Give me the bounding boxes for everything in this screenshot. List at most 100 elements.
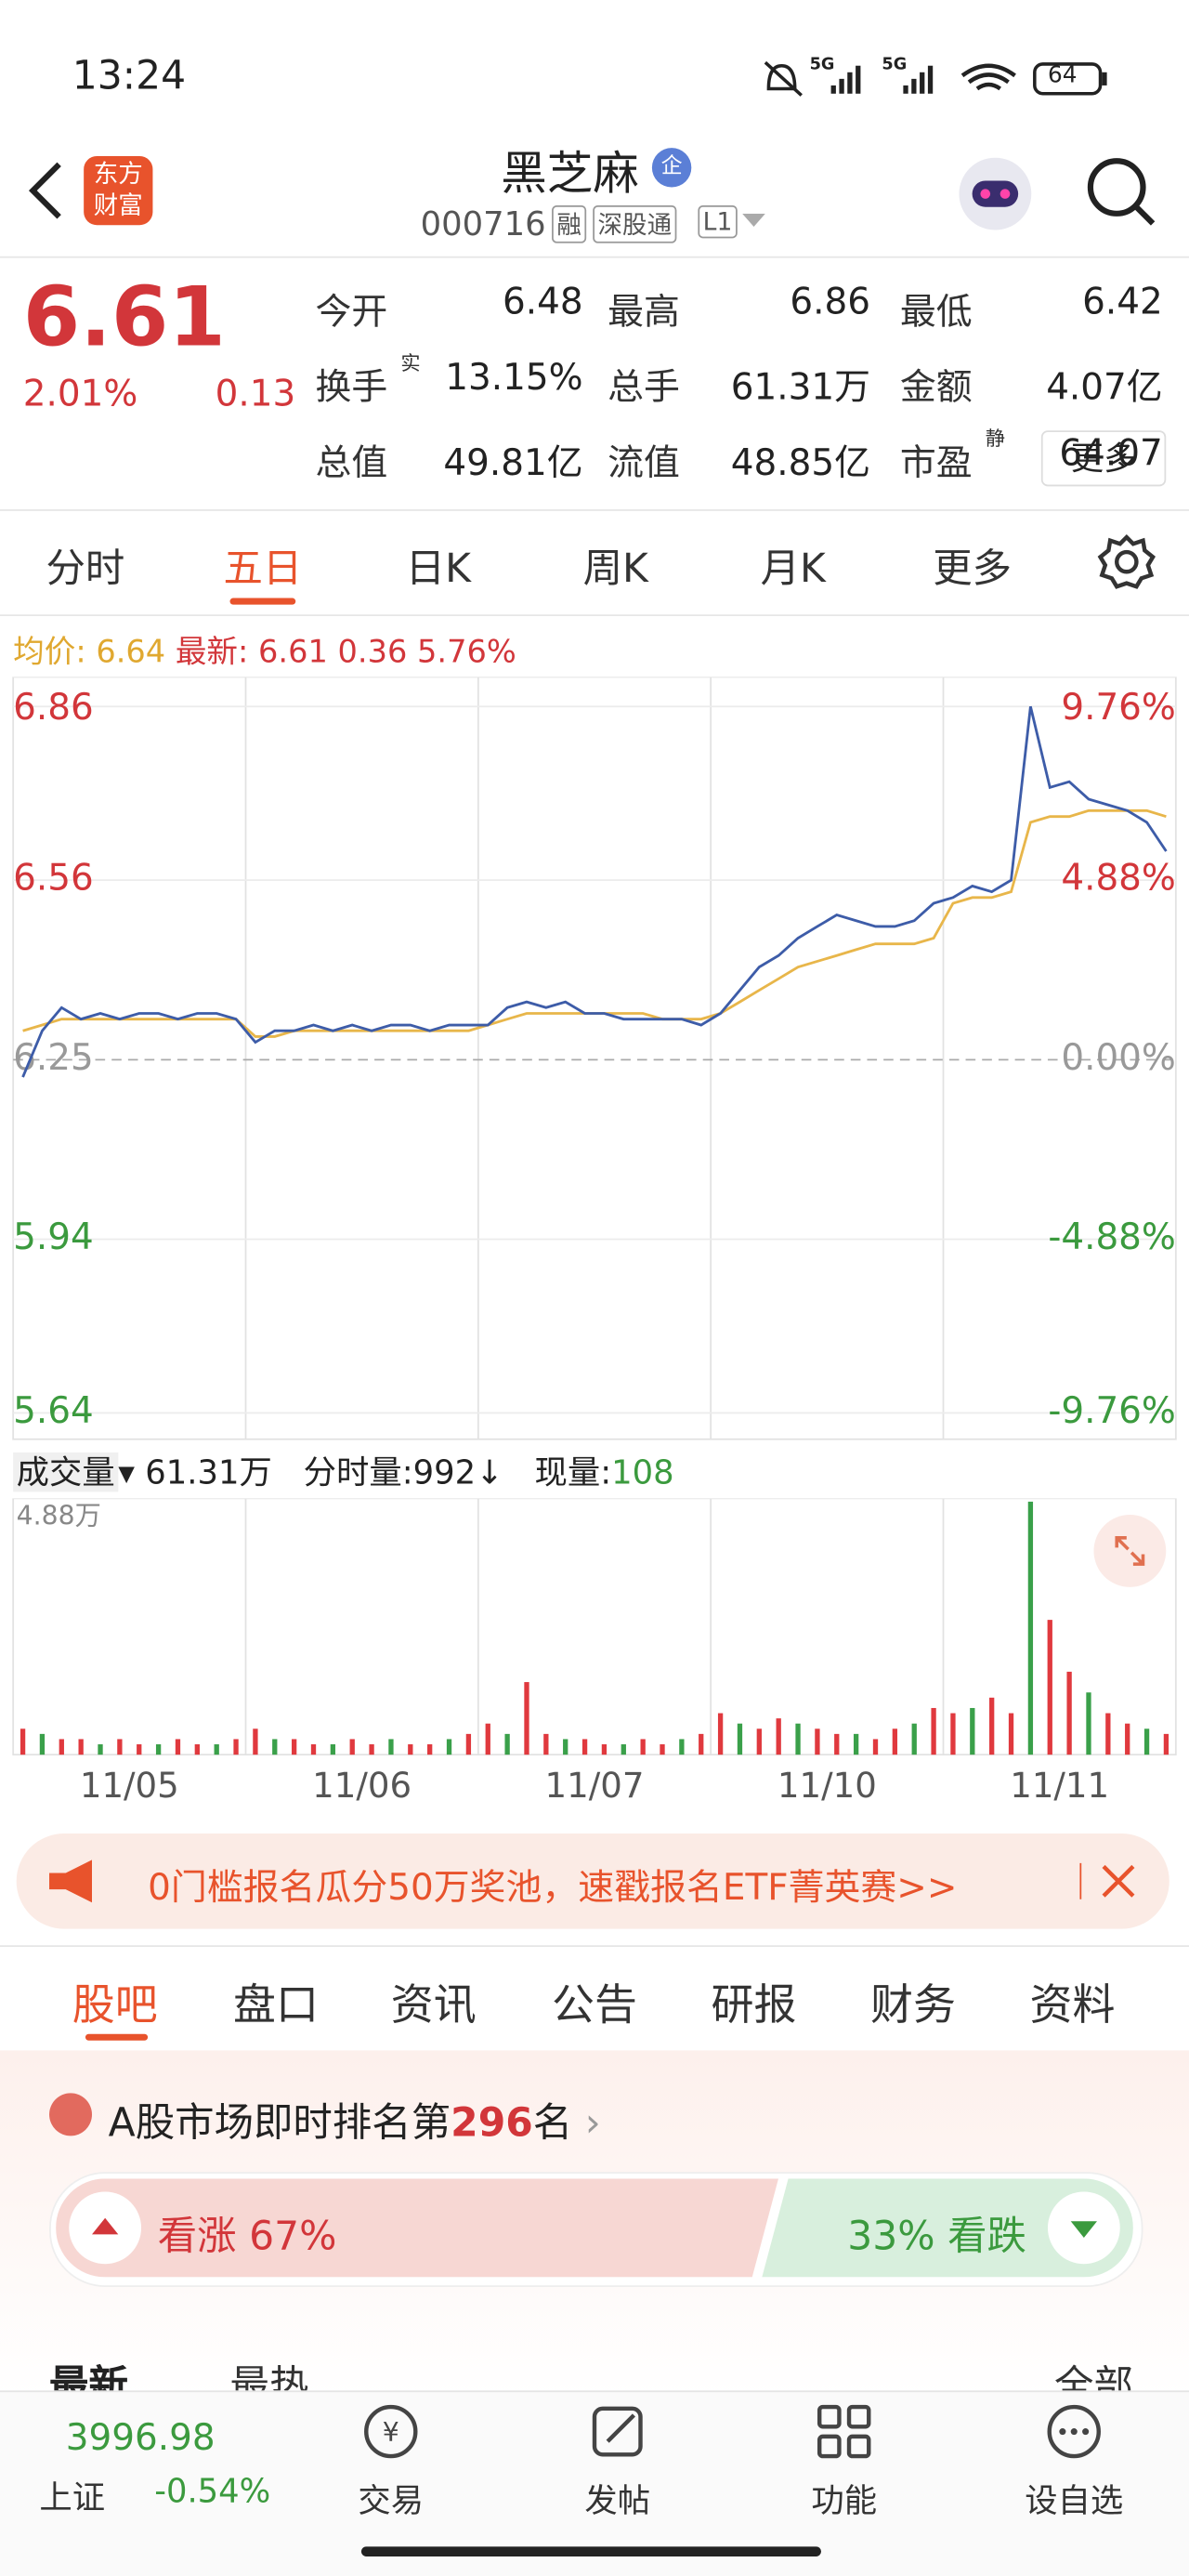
volume-bar	[369, 1744, 374, 1755]
index-change[interactable]: -0.54%	[154, 2471, 271, 2511]
volume-bar	[330, 1744, 336, 1755]
section-tab[interactable]: 股吧	[72, 1981, 158, 2031]
stock-name: 黑芝麻	[501, 146, 639, 201]
rank[interactable]: A股市场即时排名第296名 ›	[108, 2099, 601, 2146]
nav-label[interactable]: 功能	[811, 2480, 878, 2521]
more-button[interactable]: 更多	[1040, 430, 1167, 487]
chart-tab[interactable]: 五日	[223, 545, 303, 592]
volume-bar	[504, 1733, 510, 1755]
volume-bar	[98, 1744, 103, 1755]
volume-bar	[485, 1723, 490, 1755]
settings[interactable]	[1097, 532, 1156, 592]
stat-label: 今开	[315, 292, 388, 334]
volume-bar	[640, 1739, 646, 1755]
tab-underline	[229, 598, 296, 605]
volume-bar	[1066, 1671, 1072, 1755]
volume-bar	[39, 1733, 46, 1755]
svg-text:¥: ¥	[383, 2417, 399, 2448]
section-tab[interactable]: 财务	[870, 1981, 956, 2031]
legend-label: 均价:	[13, 634, 86, 671]
chart-tab[interactable]: 更多	[933, 545, 1013, 592]
nav-icon[interactable]: ¥	[358, 2399, 424, 2464]
chart-tab[interactable]: 周K	[582, 545, 648, 592]
bear[interactable]: 33% 看跌	[847, 2203, 1026, 2261]
legend-value: 6.61	[258, 634, 328, 671]
y2-tick-label: -9.76%	[1048, 1390, 1176, 1432]
banner-text[interactable]: 0门槛报名瓜分50万奖池，速戳报名ETF菁英赛>>	[148, 1868, 958, 1910]
bar-label: 分时量:	[303, 1452, 413, 1492]
volume-bar	[524, 1682, 529, 1755]
nav-icon[interactable]	[1041, 2399, 1107, 2464]
volume-bar	[446, 1739, 452, 1755]
stat-label: 流值	[608, 443, 680, 485]
section-tab[interactable]: 研报	[711, 1981, 797, 2031]
volume-bar	[233, 1739, 239, 1755]
banner[interactable]	[16, 1833, 1169, 1929]
volume-bar	[78, 1739, 84, 1755]
volume-bar	[950, 1713, 956, 1755]
rank-icon	[49, 2093, 93, 2136]
chart-tab[interactable]: 分时	[46, 545, 125, 592]
volume-bar	[1027, 1501, 1034, 1755]
net: 5G	[882, 56, 908, 74]
stat-sup: 静	[985, 427, 1006, 451]
section-tab[interactable]: 盘口	[233, 1981, 320, 2031]
index-name[interactable]: 上证	[39, 2477, 106, 2517]
chart-tab[interactable]: 月K	[760, 545, 826, 592]
sentiment-bar	[56, 2178, 1133, 2278]
volume-bar	[194, 1744, 200, 1755]
volume-bar	[59, 1739, 64, 1755]
legend: 均价: 6.64 最新: 6.61 0.36 5.76%	[13, 627, 516, 672]
volume-bar	[970, 1707, 975, 1755]
search[interactable]	[1084, 154, 1159, 230]
volume-bar	[388, 1739, 394, 1755]
nav-label[interactable]: 交易	[358, 2480, 425, 2521]
volume-bar	[349, 1739, 355, 1755]
expand[interactable]	[1093, 1515, 1167, 1587]
volume-bar	[1047, 1620, 1052, 1755]
megaphone	[49, 1860, 93, 1903]
volume-bar	[137, 1744, 142, 1755]
stat-value: 6.86	[790, 283, 871, 324]
volume-bar	[1125, 1723, 1130, 1755]
bull-label: 看涨	[157, 2213, 237, 2259]
chart-tab[interactable]: 日K	[405, 545, 471, 592]
volume-bar	[465, 1733, 472, 1755]
nav-label[interactable]: 发帖	[584, 2480, 651, 2521]
badge: 企	[651, 148, 692, 188]
robot[interactable]	[952, 151, 1038, 237]
section-tab[interactable]: 资料	[1029, 1981, 1116, 2031]
nav-icon[interactable]	[584, 2399, 650, 2464]
rank-prefix: A股市场即时排名第	[108, 2099, 451, 2146]
net: 5G	[809, 56, 835, 74]
legend-value: 6.64	[96, 634, 166, 671]
stat-label: 总值	[315, 443, 388, 485]
bear-label: 看跌	[947, 2213, 1026, 2259]
volume-bar	[175, 1739, 181, 1755]
y-tick-label: 4.88万	[17, 1501, 101, 1531]
rank-number: 296	[451, 2099, 533, 2146]
tag: L1	[698, 204, 738, 239]
x-tick-label: 11/11	[1010, 1766, 1109, 1806]
section-tab[interactable]: 公告	[552, 1981, 637, 2031]
nav-label[interactable]: 设自选	[1025, 2480, 1124, 2521]
volume-bar	[621, 1744, 626, 1755]
price: 6.61	[22, 269, 226, 365]
section-tab[interactable]: 资讯	[390, 1981, 477, 2031]
volume-bar	[291, 1739, 297, 1755]
y2-tick-label: 4.88%	[1061, 858, 1176, 900]
bull[interactable]: 看涨 67%	[158, 2203, 337, 2261]
y-tick-label: 6.25	[13, 1037, 94, 1079]
back[interactable]	[23, 158, 72, 224]
volume-bar	[563, 1739, 568, 1755]
dropdown[interactable]	[742, 213, 765, 230]
volume-bar	[272, 1739, 278, 1755]
volume-bar	[1008, 1713, 1014, 1755]
legend-value: 0.36	[337, 634, 408, 671]
index-value[interactable]: 3996.98	[65, 2418, 216, 2460]
nav-icon[interactable]	[811, 2399, 877, 2464]
close[interactable]	[1078, 1860, 1143, 1902]
tag: 深股通	[593, 204, 677, 243]
stat-value: 61.31万	[730, 368, 871, 410]
volume-bar	[815, 1728, 820, 1755]
